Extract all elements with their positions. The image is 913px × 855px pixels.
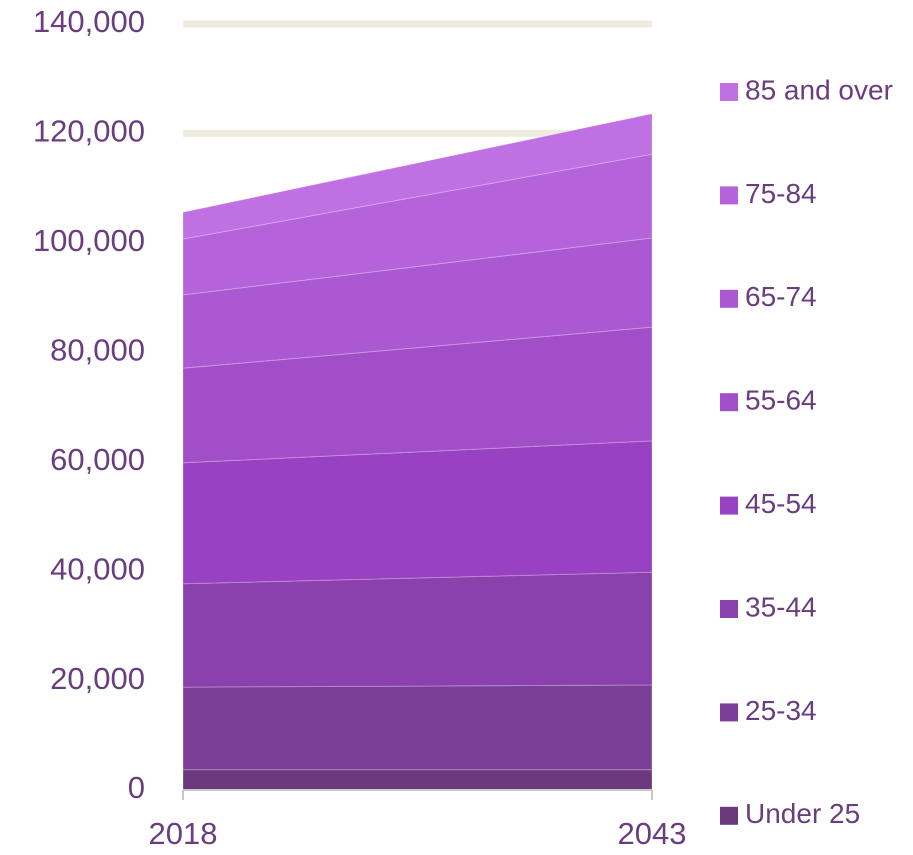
y-tick-label: 0: [128, 770, 145, 805]
legend-label: Under 25: [745, 798, 860, 829]
legend-swatch: [720, 496, 738, 515]
x-tick-label: 2043: [618, 816, 687, 851]
legend-swatch: [720, 393, 738, 412]
y-tick-label: 60,000: [50, 442, 145, 477]
legend-swatch: [720, 600, 738, 618]
legend-label: 25-34: [745, 695, 817, 726]
y-tick-label: 80,000: [50, 332, 145, 367]
y-tick-label: 140,000: [33, 4, 145, 39]
area: [182, 684, 653, 771]
legend-label: 35-44: [745, 591, 817, 622]
legend-label: 65-74: [745, 281, 817, 312]
legend-swatch: [720, 186, 738, 205]
area: [182, 440, 653, 585]
legend-label: 85 and over: [745, 74, 893, 105]
x-tick-label: 2018: [149, 816, 218, 851]
legend-swatch: [720, 806, 738, 825]
y-tick-label: 120,000: [33, 114, 145, 149]
y-tick-label: 100,000: [33, 223, 145, 258]
area: [182, 571, 653, 688]
legend-swatch: [720, 83, 738, 101]
area: [182, 769, 653, 791]
area: [182, 113, 653, 240]
legend-label: 75-84: [745, 178, 817, 209]
y-tick-label: 40,000: [50, 551, 145, 586]
y-tick-label: 20,000: [50, 661, 145, 696]
area: [182, 237, 653, 369]
legend-swatch: [720, 703, 738, 722]
legend-swatch: [720, 289, 738, 308]
legend-label: 55-64: [745, 385, 817, 416]
legend-label: 45-54: [745, 488, 817, 519]
